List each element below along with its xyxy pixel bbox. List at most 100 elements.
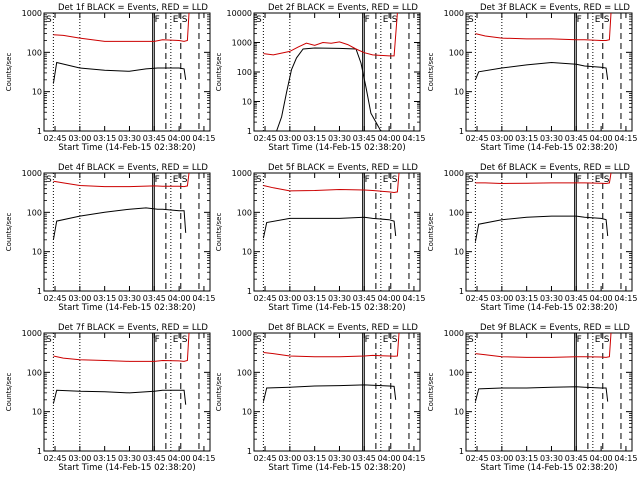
events-series-line <box>52 61 187 84</box>
segment-marker: E <box>383 335 389 345</box>
segment-marker: F <box>155 175 160 185</box>
segment-marker: S <box>468 15 474 25</box>
x-tick-label: 04:00 <box>590 454 613 463</box>
y-tick-label: 10 <box>32 88 42 97</box>
x-tick-label: 03:45 <box>353 134 376 143</box>
y-tick-label: 100 <box>449 208 464 217</box>
segment-marker: S <box>468 175 474 185</box>
x-tick-label: 03:45 <box>143 294 166 303</box>
x-tick-label: 03:30 <box>328 294 351 303</box>
y-tick-label: 100 <box>27 48 42 57</box>
x-axis-label: Start Time (14-Feb-15 02:38:20) <box>268 463 405 473</box>
x-tick-label: 02:45 <box>253 454 276 463</box>
x-tick-label: 03:30 <box>118 134 141 143</box>
lld-series-line <box>263 332 400 358</box>
x-tick-label: 03:30 <box>540 454 563 463</box>
events-series-line <box>474 215 609 242</box>
plot-frame <box>43 332 211 452</box>
segment-marker: F <box>365 15 370 25</box>
x-tick-label: 03:30 <box>540 294 563 303</box>
y-axis-label: Counts/sec <box>5 53 13 92</box>
y-tick-label: 10000 <box>227 9 252 18</box>
x-tick-label: 03:45 <box>143 454 166 463</box>
plot-frame <box>43 172 211 292</box>
x-tick-label: 03:00 <box>68 454 91 463</box>
chart-panel-9: Det 9f BLACK = Events, RED = LLD Start Ti… <box>427 323 637 473</box>
segment-marker: F <box>365 175 370 185</box>
x-tick-label: 04:15 <box>402 294 425 303</box>
x-tick-label: 04:15 <box>192 134 215 143</box>
x-tick-label: 03:15 <box>303 134 326 143</box>
y-tick-label: 1 <box>459 127 464 136</box>
x-tick-label: 03:15 <box>515 134 538 143</box>
chart-panel-8: Det 8f BLACK = Events, RED = LLD Start Ti… <box>215 323 425 473</box>
plot-frame <box>43 12 211 132</box>
x-tick-label: 04:00 <box>378 134 401 143</box>
lld-series-line <box>53 12 190 42</box>
x-tick-label: 02:45 <box>43 134 66 143</box>
chart-panel-1: Det 1f BLACK = Events, RED = LLD Start Ti… <box>5 3 215 153</box>
events-series-line <box>276 47 382 132</box>
x-tick-label: 04:00 <box>168 294 191 303</box>
x-tick-label: 04:15 <box>192 294 215 303</box>
x-tick-label: 02:45 <box>253 134 276 143</box>
chart-title: Det 6f BLACK = Events, RED = LLD <box>480 163 630 173</box>
chart-title: Det 1f BLACK = Events, RED = LLD <box>58 3 208 13</box>
segment-marker: F <box>577 335 582 345</box>
y-tick-label: 1000 <box>232 329 252 338</box>
x-tick-label: 04:15 <box>402 454 425 463</box>
segment-marker: S <box>604 335 610 345</box>
chart-title: Det 3f BLACK = Events, RED = LLD <box>480 3 630 13</box>
x-tick-label: 03:30 <box>118 294 141 303</box>
x-tick-label: 04:00 <box>590 134 613 143</box>
y-tick-label: 10 <box>242 98 252 107</box>
x-tick-label: 02:45 <box>253 294 276 303</box>
y-axis-label: Counts/sec <box>215 213 223 252</box>
lld-series-line <box>263 172 400 194</box>
y-tick-label: 10 <box>242 408 252 417</box>
y-tick-label: 1000 <box>22 9 42 18</box>
x-tick-label: 03:45 <box>565 294 588 303</box>
x-tick-label: 03:15 <box>93 294 116 303</box>
segment-marker: S <box>256 15 262 25</box>
y-tick-label: 1000 <box>22 329 42 338</box>
segment-marker: S <box>46 15 52 25</box>
y-axis-label: Counts/sec <box>5 373 13 412</box>
chart-title: Det 2f BLACK = Events, RED = LLD <box>268 3 418 13</box>
segment-marker: S <box>182 15 188 25</box>
segment-marker: F <box>365 335 370 345</box>
chart-panel-4: Det 4f BLACK = Events, RED = LLD Start Ti… <box>5 163 215 313</box>
x-tick-label: 03:00 <box>278 454 301 463</box>
events-series-line <box>474 386 609 402</box>
x-tick-label: 02:45 <box>465 454 488 463</box>
x-tick-label: 03:45 <box>353 294 376 303</box>
y-tick-label: 100 <box>27 208 42 217</box>
x-tick-label: 03:00 <box>490 454 513 463</box>
lld-series-line <box>263 12 398 57</box>
x-tick-label: 03:15 <box>303 294 326 303</box>
x-tick-label: 03:00 <box>68 294 91 303</box>
x-tick-label: 03:00 <box>68 134 91 143</box>
x-tick-label: 03:15 <box>515 294 538 303</box>
segment-marker: E <box>173 335 179 345</box>
x-tick-label: 02:45 <box>43 454 66 463</box>
y-tick-label: 100 <box>237 368 252 377</box>
x-tick-label: 03:45 <box>353 454 376 463</box>
x-tick-label: 03:15 <box>93 134 116 143</box>
y-tick-label: 1000 <box>444 329 464 338</box>
x-tick-label: 03:45 <box>143 134 166 143</box>
x-tick-label: 03:45 <box>565 454 588 463</box>
chart-panel-2: Det 2f BLACK = Events, RED = LLD Start Ti… <box>215 3 425 153</box>
y-tick-label: 1000 <box>22 169 42 178</box>
x-axis-label: Start Time (14-Feb-15 02:38:20) <box>480 463 617 473</box>
x-tick-label: 03:00 <box>278 134 301 143</box>
lld-series-line <box>53 172 190 188</box>
y-tick-label: 1 <box>247 447 252 456</box>
x-axis-label: Start Time (14-Feb-15 02:38:20) <box>268 303 405 313</box>
segment-marker: S <box>604 175 610 185</box>
y-tick-label: 10 <box>32 248 42 257</box>
chart-title: Det 5f BLACK = Events, RED = LLD <box>268 163 418 173</box>
segment-marker: E <box>595 175 601 185</box>
x-tick-label: 03:30 <box>328 134 351 143</box>
